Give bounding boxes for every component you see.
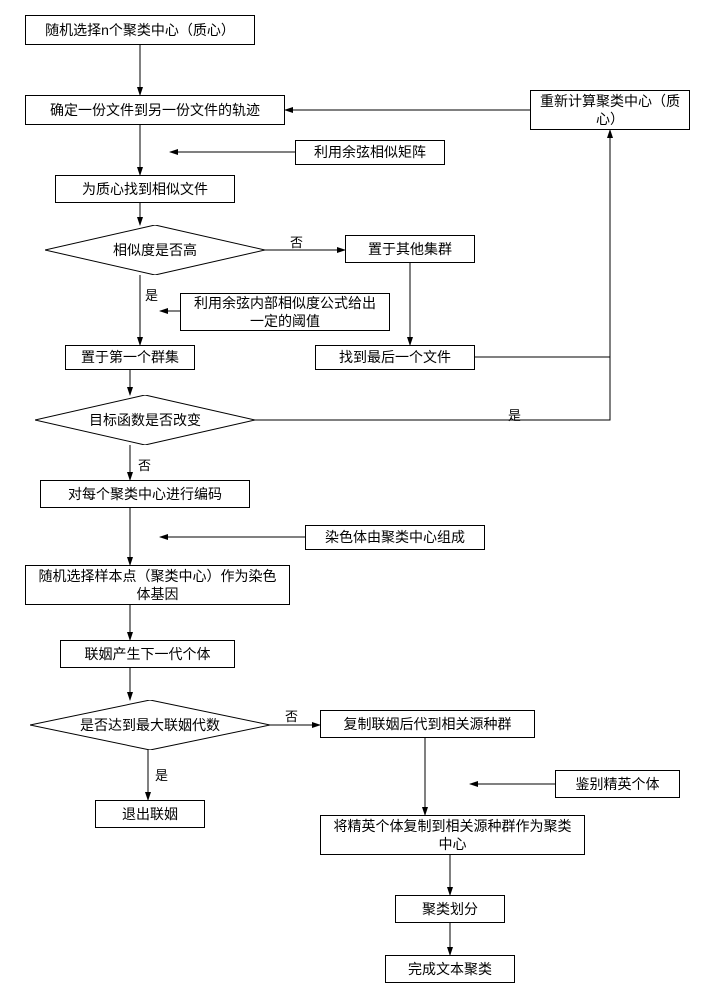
decision-similarity-high: 相似度是否高	[45, 225, 265, 275]
node-text: 相似度是否高	[113, 240, 197, 260]
label-no-2: 否	[138, 455, 151, 474]
node-text: 鉴别精英个体	[576, 775, 660, 793]
node-text: 目标函数是否改变	[89, 410, 201, 430]
node-encode-centers: 对每个聚类中心进行编码	[40, 480, 250, 508]
label-yes-1: 是	[145, 285, 158, 304]
label-yes-3: 是	[155, 765, 168, 784]
node-cosine-matrix: 利用余弦相似矩阵	[295, 140, 445, 165]
node-text: 退出联姻	[122, 805, 178, 823]
node-identify-elite: 鉴别精英个体	[555, 770, 680, 798]
node-complete: 完成文本聚类	[385, 955, 515, 983]
node-text: 置于第一个群集	[81, 348, 179, 366]
node-cluster-split: 聚类划分	[395, 895, 505, 923]
node-text: 随机选择n个聚类中心（质心）	[45, 21, 235, 39]
decision-max-generations: 是否达到最大联姻代数	[30, 700, 270, 750]
node-chromosome-info: 染色体由聚类中心组成	[305, 525, 485, 550]
label-no-1: 否	[290, 232, 303, 251]
node-text: 确定一份文件到另一份文件的轨迹	[50, 101, 260, 119]
node-text: 是否达到最大联姻代数	[80, 715, 220, 735]
node-text: 对每个聚类中心进行编码	[68, 485, 222, 503]
node-text: 利用余弦相似矩阵	[314, 143, 426, 161]
node-text: 置于其他集群	[368, 240, 452, 258]
node-text: 为质心找到相似文件	[82, 180, 208, 198]
node-determine-trajectory: 确定一份文件到另一份文件的轨迹	[25, 95, 285, 125]
node-other-cluster: 置于其他集群	[345, 235, 475, 263]
node-text: 将精英个体复制到相关源种群作为聚类中心	[329, 817, 576, 853]
node-text: 重新计算聚类中心（质心）	[539, 92, 681, 128]
node-text: 完成文本聚类	[408, 960, 492, 978]
node-text: 随机选择样本点（聚类中心）作为染色体基因	[34, 567, 281, 603]
label-no-3: 否	[285, 706, 298, 725]
node-last-file: 找到最后一个文件	[315, 345, 475, 370]
decision-objective-changed: 目标函数是否改变	[35, 395, 255, 445]
node-select-samples: 随机选择样本点（聚类中心）作为染色体基因	[25, 565, 290, 605]
node-select-centers: 随机选择n个聚类中心（质心）	[25, 15, 255, 45]
node-copy-offspring: 复制联姻后代到相关源种群	[320, 710, 535, 738]
node-text: 找到最后一个文件	[339, 348, 451, 366]
node-mating: 联姻产生下一代个体	[60, 640, 235, 668]
node-first-cluster: 置于第一个群集	[65, 345, 195, 370]
node-text: 染色体由聚类中心组成	[325, 528, 465, 546]
node-find-similar: 为质心找到相似文件	[55, 175, 235, 203]
node-text: 复制联姻后代到相关源种群	[344, 715, 512, 733]
node-exit-mating: 退出联姻	[95, 800, 205, 828]
edge	[475, 130, 610, 357]
node-threshold-formula: 利用余弦内部相似度公式给出一定的阈值	[180, 293, 390, 331]
label-yes-2: 是	[508, 405, 521, 424]
node-text: 利用余弦内部相似度公式给出一定的阈值	[189, 294, 381, 330]
node-copy-elite: 将精英个体复制到相关源种群作为聚类中心	[320, 815, 585, 855]
node-recompute-centroid: 重新计算聚类中心（质心）	[530, 90, 690, 130]
node-text: 聚类划分	[422, 900, 478, 918]
node-text: 联姻产生下一代个体	[85, 645, 211, 663]
